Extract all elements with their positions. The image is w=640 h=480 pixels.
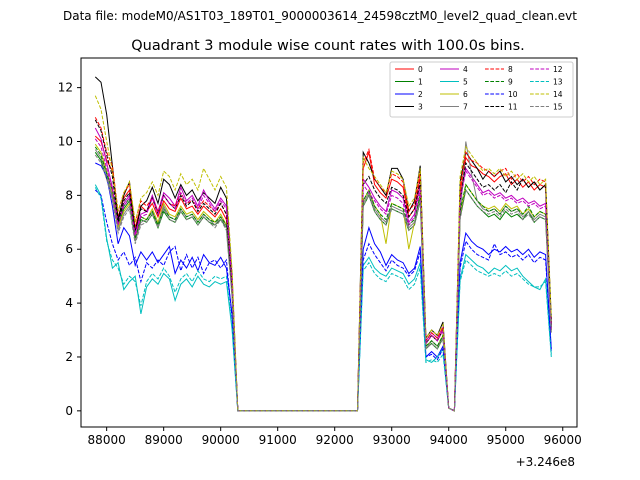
x-tick-label-91000: 91000 — [259, 433, 297, 447]
legend-label-10: 10 — [508, 90, 518, 99]
x-tick-label-96000: 96000 — [544, 433, 582, 447]
x-tick-label-90000: 90000 — [202, 433, 240, 447]
series-line-15 — [94, 154, 552, 412]
legend-label-5: 5 — [463, 78, 468, 87]
legend-label-0: 0 — [418, 65, 423, 74]
legend-label-6: 6 — [463, 90, 468, 99]
y-tick-label-8: 8 — [65, 188, 73, 202]
x-tick-label-95000: 95000 — [487, 433, 525, 447]
series-line-13 — [94, 187, 552, 412]
series-line-14 — [94, 95, 552, 412]
x-axis-offset-label: +3.246e8 — [516, 455, 575, 469]
legend-label-3: 3 — [418, 103, 423, 112]
y-tick-label-10: 10 — [58, 134, 73, 148]
legend-label-1: 1 — [418, 78, 423, 87]
x-tick-label-94000: 94000 — [430, 433, 468, 447]
y-tick-label-2: 2 — [65, 350, 73, 364]
chart-title: Quadrant 3 module wise count rates with … — [131, 38, 525, 54]
legend-label-13: 13 — [553, 78, 563, 87]
legend-label-12: 12 — [553, 65, 563, 74]
legend-label-8: 8 — [508, 65, 513, 74]
legend-label-14: 14 — [553, 90, 563, 99]
data-file-suptitle: Data file: modeM0/AS1T03_189T01_90000036… — [63, 9, 577, 23]
y-tick-label-0: 0 — [65, 404, 73, 418]
axes-layer: 88000 89000 90000 91000 92000 93000 94000 95000… — [58, 81, 582, 447]
x-tick-label-88000: 88000 — [88, 433, 126, 447]
plot-frame — [80, 57, 578, 428]
legend-label-11: 11 — [508, 103, 518, 112]
y-tick-label-12: 12 — [58, 81, 73, 95]
series-layer — [94, 76, 552, 412]
legend-box — [389, 61, 574, 118]
legend-label-15: 15 — [553, 103, 563, 112]
x-tick-label-92000: 92000 — [316, 433, 354, 447]
x-tick-label-89000: 89000 — [145, 433, 183, 447]
legend-label-4: 4 — [463, 65, 468, 74]
y-tick-label-4: 4 — [65, 296, 73, 310]
legend-label-9: 9 — [508, 78, 513, 87]
legend-label-2: 2 — [418, 90, 423, 99]
legend-label-7: 7 — [463, 103, 468, 112]
y-tick-label-6: 6 — [65, 242, 73, 256]
x-tick-label-93000: 93000 — [373, 433, 411, 447]
